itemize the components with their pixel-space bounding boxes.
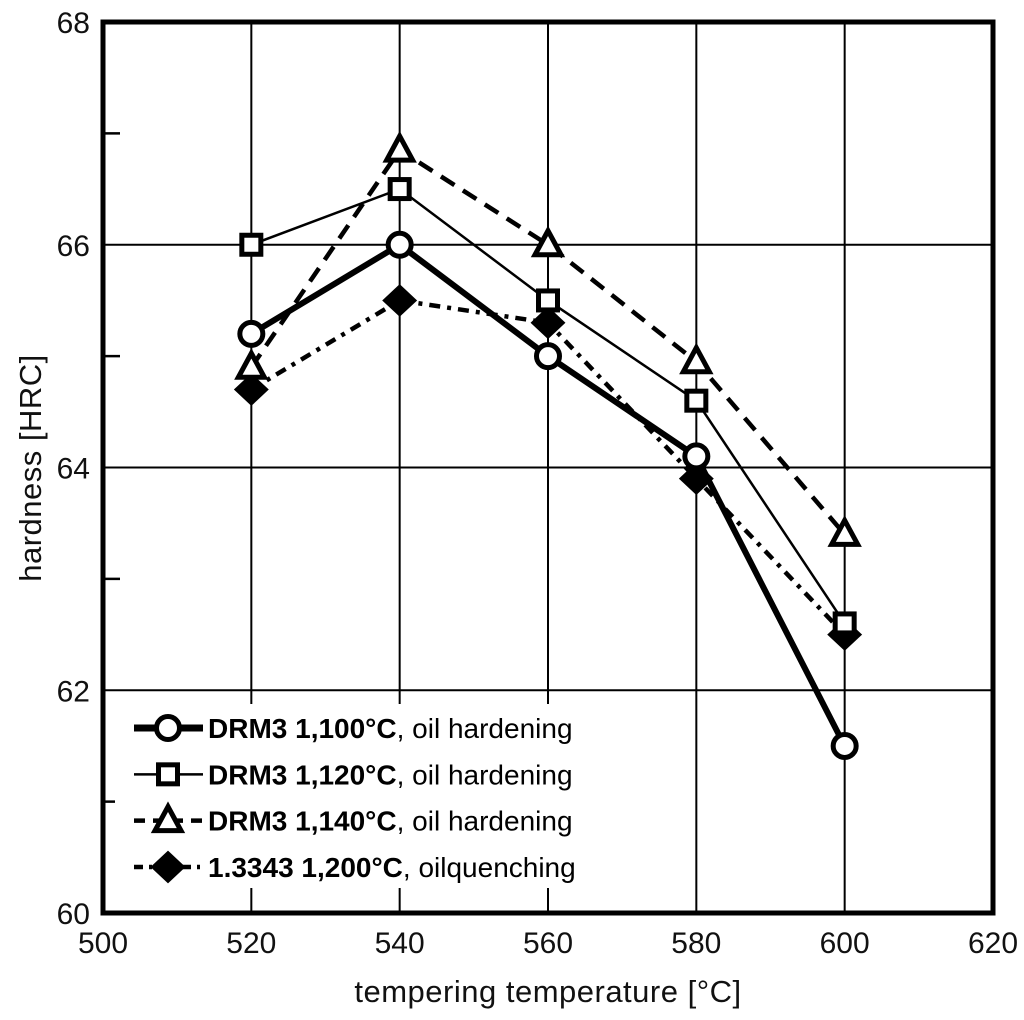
series-line	[249, 147, 847, 536]
square-marker	[387, 177, 412, 202]
y-tick-label: 60	[57, 898, 90, 931]
triangle-marker	[679, 342, 714, 375]
square-marker	[684, 388, 709, 413]
x-tick-label: 620	[968, 927, 1018, 960]
x-tick-label: 540	[375, 927, 425, 960]
legend-label: DRM3 1,100°C, oil hardening	[208, 713, 573, 744]
y-tick-label: 64	[57, 453, 90, 486]
x-tick-label: 560	[523, 927, 573, 960]
series-triangle	[234, 130, 862, 547]
circle-marker	[154, 714, 182, 742]
square-marker	[832, 611, 857, 636]
square-marker	[536, 288, 560, 313]
y-tick-label: 68	[57, 7, 90, 40]
series-square	[239, 177, 857, 636]
y-tick-label: 62	[57, 675, 90, 708]
triangle-marker	[530, 225, 566, 258]
legend-label: DRM3 1,140°C, oil hardening	[208, 806, 573, 837]
series-circle	[237, 230, 859, 760]
square-marker	[239, 232, 264, 257]
legend-row: DRM3 1,140°C, oil hardening	[134, 801, 573, 837]
diamond-marker	[233, 373, 269, 406]
x-tick-label: 500	[78, 927, 128, 960]
x-tick-label: 600	[820, 927, 870, 960]
circle-marker	[682, 442, 711, 471]
x-tick-label: 520	[226, 927, 276, 960]
circle-marker	[534, 342, 562, 371]
circle-marker	[237, 319, 266, 348]
diamond-marker	[382, 284, 418, 317]
legend-label: DRM3 1,120°C, oil hardening	[208, 759, 573, 790]
circle-marker	[830, 731, 859, 760]
y-axis-title: hardness [HRC]	[13, 354, 48, 582]
square-marker	[156, 762, 180, 787]
diamond-marker	[530, 306, 566, 340]
triangle-marker	[382, 130, 417, 163]
legend-background	[115, 704, 585, 888]
diamond-marker	[150, 850, 186, 884]
x-axis-title: tempering temperature [°C]	[354, 974, 742, 1009]
legend-row: DRM3 1,100°C, oil hardening	[134, 713, 573, 744]
y-tick-label: 66	[57, 230, 90, 263]
legend-row: 1.3343 1,200°C, oilquenching	[134, 850, 576, 884]
x-tick-label: 580	[671, 927, 721, 960]
plot-frame	[100, 19, 996, 916]
legend-label: 1.3343 1,200°C, oilquenching	[208, 852, 576, 883]
triangle-marker	[827, 515, 862, 547]
legend-row: DRM3 1,120°C, oil hardening	[134, 759, 573, 790]
triangle-marker	[234, 348, 269, 380]
circle-marker	[385, 230, 414, 259]
triangle-marker	[150, 801, 186, 834]
